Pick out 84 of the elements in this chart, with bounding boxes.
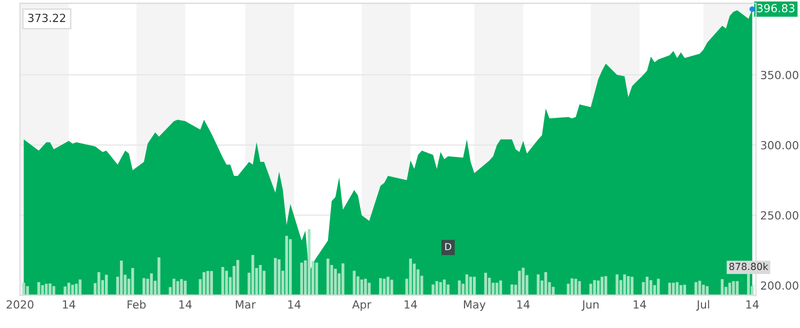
bar bbox=[334, 268, 337, 296]
bar bbox=[71, 284, 74, 296]
bar bbox=[386, 276, 390, 296]
bar bbox=[409, 258, 412, 296]
bar bbox=[432, 284, 434, 296]
bar bbox=[78, 279, 82, 296]
bar bbox=[41, 285, 44, 296]
annotation: 373.22 bbox=[28, 14, 66, 22]
x-tick-label: Jun bbox=[582, 300, 599, 311]
x-tick-label: 14 bbox=[179, 300, 192, 309]
bar bbox=[120, 260, 123, 296]
bar bbox=[48, 283, 52, 296]
bar bbox=[202, 272, 206, 296]
x-tick-label: 14 bbox=[62, 300, 76, 309]
bar bbox=[326, 258, 330, 296]
bar bbox=[465, 274, 468, 296]
bar bbox=[623, 274, 626, 296]
bar bbox=[702, 284, 705, 296]
bar bbox=[676, 282, 679, 296]
bar bbox=[64, 286, 66, 296]
bar bbox=[732, 281, 735, 296]
x-tick-label: Mar bbox=[236, 300, 256, 309]
bar bbox=[285, 236, 288, 296]
bar bbox=[600, 276, 604, 296]
bar bbox=[97, 272, 100, 296]
bar bbox=[158, 257, 160, 296]
bar bbox=[683, 284, 686, 296]
y-tick-label: 350.00 bbox=[761, 70, 798, 80]
bar bbox=[593, 280, 596, 296]
bar bbox=[315, 262, 318, 296]
bar bbox=[379, 278, 382, 296]
bar bbox=[150, 273, 153, 296]
bar bbox=[210, 271, 213, 296]
y-tick-label: 250.00 bbox=[760, 211, 798, 220]
bar bbox=[672, 282, 675, 296]
bar bbox=[510, 284, 514, 296]
x-tick-label: Feb bbox=[128, 300, 146, 309]
x-tick-label: 14 bbox=[288, 300, 301, 309]
bar bbox=[649, 280, 652, 296]
x-tick-label: May bbox=[464, 300, 486, 311]
bar bbox=[458, 280, 461, 296]
bar bbox=[225, 270, 228, 296]
annotation: D bbox=[445, 243, 452, 250]
x-tick-label: 14 bbox=[517, 300, 530, 309]
bar bbox=[364, 278, 367, 296]
bar bbox=[570, 278, 574, 296]
y-tick-label: 200.00 bbox=[760, 281, 798, 290]
annotation: 396.83 bbox=[757, 4, 794, 12]
bar bbox=[439, 282, 442, 296]
x-tick-label: 14 bbox=[746, 300, 759, 309]
x-tick-label: 2020 bbox=[6, 300, 34, 309]
bar bbox=[180, 279, 183, 296]
bar bbox=[578, 281, 581, 296]
bar bbox=[131, 268, 134, 296]
bar bbox=[469, 276, 472, 296]
bar bbox=[142, 278, 146, 296]
bar bbox=[616, 274, 618, 296]
y-tick-label: 300.00 bbox=[761, 141, 798, 150]
bar bbox=[495, 282, 498, 296]
bar bbox=[668, 282, 672, 296]
bar bbox=[484, 272, 488, 296]
bar bbox=[300, 262, 304, 296]
bar bbox=[694, 282, 698, 296]
bar bbox=[679, 285, 682, 296]
bar bbox=[630, 276, 634, 296]
bar bbox=[646, 276, 649, 296]
bar bbox=[472, 276, 476, 296]
x-tick-label: Apr bbox=[352, 300, 372, 311]
bar bbox=[518, 270, 521, 296]
data-label: 878.80k bbox=[729, 262, 768, 270]
bar bbox=[104, 274, 108, 296]
bar bbox=[26, 286, 29, 296]
bar bbox=[747, 272, 750, 296]
bar bbox=[656, 278, 660, 296]
bar bbox=[308, 229, 311, 296]
bar bbox=[274, 258, 277, 296]
bar bbox=[278, 259, 281, 296]
x-tick-label: Jul bbox=[696, 300, 710, 311]
x-tick-label: 14 bbox=[634, 300, 646, 309]
x-tick-label: 14 bbox=[404, 300, 417, 309]
bar bbox=[172, 278, 176, 296]
bar bbox=[288, 239, 292, 296]
bar bbox=[499, 280, 502, 296]
bar bbox=[342, 263, 344, 296]
